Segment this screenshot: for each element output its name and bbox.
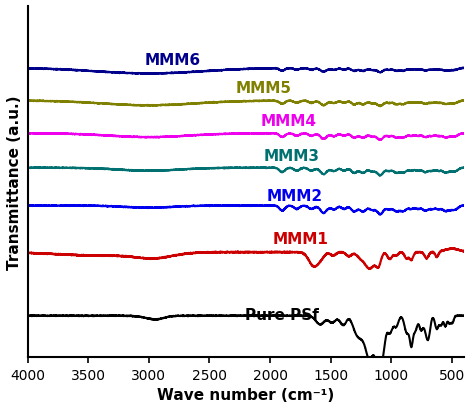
Text: Pure PSf: Pure PSf <box>245 308 319 323</box>
Text: MMM1: MMM1 <box>273 232 328 247</box>
Text: MMM4: MMM4 <box>260 114 316 129</box>
X-axis label: Wave number (cm⁻¹): Wave number (cm⁻¹) <box>157 387 335 402</box>
Text: MMM3: MMM3 <box>264 149 320 164</box>
Y-axis label: Transmittance (a.u.): Transmittance (a.u.) <box>7 95 22 269</box>
Text: MMM5: MMM5 <box>236 81 292 96</box>
Text: MMM2: MMM2 <box>266 188 322 203</box>
Text: MMM6: MMM6 <box>145 53 201 68</box>
